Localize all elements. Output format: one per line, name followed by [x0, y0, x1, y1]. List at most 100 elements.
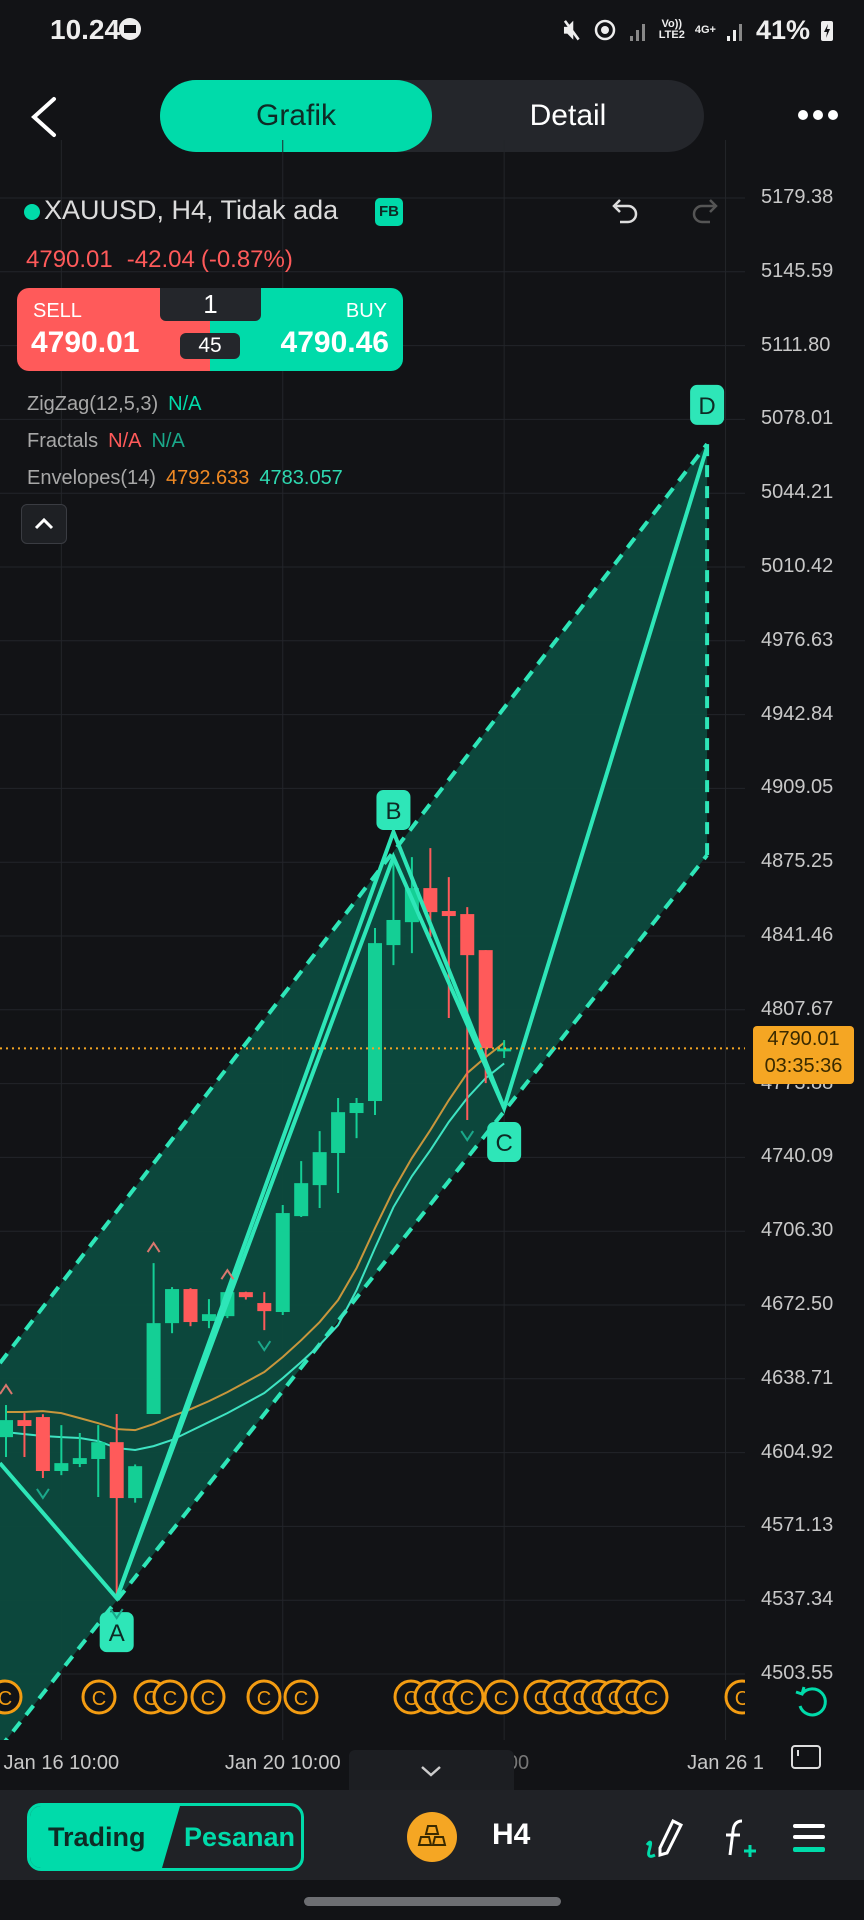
undo-icon[interactable] [608, 196, 640, 228]
event-marker-text: C [92, 1688, 106, 1710]
price-tick-label: 4942.84 [761, 702, 834, 725]
candle [128, 1464, 143, 1503]
candle-body [275, 1213, 290, 1313]
collapse-legend-button[interactable] [21, 504, 67, 544]
envelopes-name: Envelopes(14) [27, 467, 156, 489]
candle [54, 1425, 69, 1476]
trade-panel: SELL 4790.01 BUY 4790.46 1 45 [17, 288, 403, 371]
badge-price: 4790.01 [767, 1028, 840, 1050]
sell-button[interactable]: SELL 4790.01 [17, 288, 210, 371]
price-tick-label: 4841.46 [761, 924, 834, 946]
event-marker-text: C [163, 1688, 177, 1710]
more-options-icon[interactable] [796, 108, 840, 122]
collapse-chart-tab[interactable] [349, 1750, 514, 1790]
notification-icon [119, 18, 141, 40]
pattern-point-c: C [487, 1122, 522, 1163]
redo-icon[interactable] [690, 196, 722, 228]
time-tick-label: Jan 26 1 [687, 1752, 764, 1774]
candle [441, 877, 456, 1019]
candle [165, 1287, 180, 1334]
candle [109, 1413, 124, 1599]
fb-badge[interactable]: FB [375, 198, 403, 226]
candle [312, 1131, 327, 1209]
candle-body [91, 1442, 106, 1459]
candle-body [404, 888, 419, 923]
price-tick-label: 4740.09 [761, 1145, 834, 1168]
event-marker-ring [483, 1679, 519, 1715]
price-tick-label: 5145.59 [761, 259, 834, 282]
reset-chart-icon[interactable] [792, 1682, 832, 1722]
event-marker-icon: C [190, 1679, 226, 1715]
status-time: 10.24 [50, 14, 121, 45]
fractals-name: Fractals [27, 430, 99, 452]
candle-body [238, 1292, 253, 1298]
channel-fill [0, 444, 708, 1740]
lte-text: LTE2 [658, 29, 685, 41]
candle [0, 1405, 13, 1458]
candle [183, 1288, 198, 1327]
status-icons: 🔇︎ Vo)) LTE2 4G+ 41% [564, 14, 834, 46]
event-marker-ring [246, 1679, 282, 1715]
tab-pesanan[interactable]: Pesanan [183, 1822, 296, 1852]
fractal-down-marker [460, 1130, 475, 1142]
event-marker-icon: C [283, 1679, 319, 1715]
buy-price: 4790.46 [280, 326, 389, 359]
pattern-label-box [99, 1612, 134, 1653]
fractal-up-marker [220, 1268, 235, 1280]
tab-trading[interactable]: Trading [30, 1806, 180, 1868]
candle-body [201, 1314, 216, 1321]
price-change: 4790.01 -42.04 (-0.87%) [26, 246, 307, 274]
event-marker-ring [0, 1679, 23, 1715]
indicators-icon[interactable] [720, 1815, 760, 1861]
envelope-upper-line [6, 1041, 505, 1432]
fractals-up: N/A [108, 430, 142, 452]
event-marker-ring [449, 1679, 485, 1715]
candle-body [128, 1466, 143, 1499]
candle-body [165, 1289, 180, 1324]
event-marker-text: C [494, 1688, 508, 1710]
pattern-label-box [690, 384, 725, 425]
candle-body [54, 1463, 69, 1471]
price-tick-label: 4638.71 [761, 1366, 834, 1389]
last-price: 4790.01 [26, 246, 113, 273]
event-marker-ring [81, 1679, 117, 1715]
envelopes-indicator [5, 1041, 505, 1452]
back-button[interactable] [28, 96, 60, 138]
pattern-line [114, 446, 710, 1599]
price-tick-label: 4976.63 [761, 628, 834, 651]
event-marker-text: C [201, 1688, 215, 1710]
candle [349, 1097, 364, 1139]
menu-icon[interactable] [792, 1822, 826, 1854]
fractals-indicator [0, 1130, 475, 1620]
abcd-pattern-drawing[interactable]: A B C D [99, 384, 725, 1653]
fullscreen-icon[interactable] [790, 1744, 822, 1772]
zigzag-line [0, 851, 506, 1602]
candle-body [146, 1323, 161, 1414]
fractal-up-marker [146, 1241, 161, 1253]
price-tick-label: 5044.21 [761, 481, 834, 504]
candle-body [312, 1152, 327, 1186]
fractal-down-marker [109, 1608, 124, 1620]
tab-detail[interactable]: Detail [529, 99, 607, 132]
channel-drawing[interactable] [0, 442, 710, 1748]
event-marker-ring [152, 1679, 188, 1715]
pattern-label-box [376, 789, 411, 830]
pattern-label-text: B [385, 798, 401, 825]
timeframe-selector[interactable]: H4 [492, 1818, 531, 1851]
price-tick-label: 4909.05 [761, 776, 834, 799]
time-tick-label: Jan 20 10:00 [224, 1752, 341, 1774]
drawing-tools-icon[interactable] [643, 1815, 691, 1861]
home-indicator[interactable] [304, 1897, 561, 1906]
symbol-title[interactable]: XAUUSD, H4, Tidak ada [44, 195, 339, 225]
tab-grafik[interactable]: Grafik [160, 80, 432, 152]
candle-body [35, 1417, 50, 1471]
pattern-point-b: B [376, 789, 411, 830]
event-marker-icon: C [0, 1679, 23, 1715]
gold-symbol-icon[interactable] [407, 1812, 457, 1862]
lot-size-input[interactable]: 1 [160, 288, 261, 321]
fractal-down-marker [257, 1340, 272, 1352]
mute-icon: 🔇︎ [563, 14, 581, 44]
candle-body [441, 911, 456, 917]
chevron-down-icon [421, 1766, 441, 1777]
